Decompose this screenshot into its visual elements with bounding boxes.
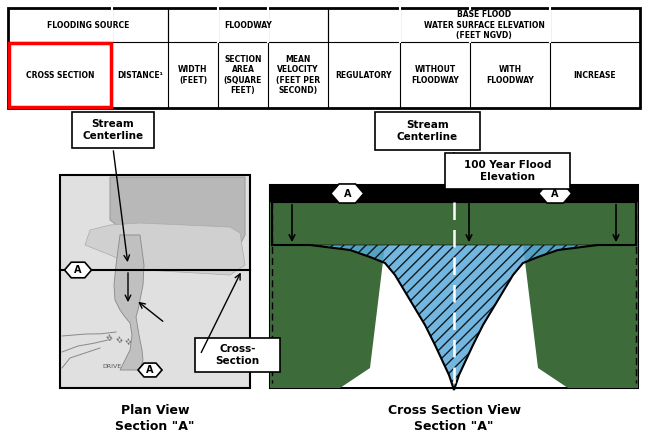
Text: REGULATORY: REGULATORY bbox=[336, 70, 392, 79]
Text: DRIVE: DRIVE bbox=[103, 363, 122, 369]
Text: WITH
FLOODWAY: WITH FLOODWAY bbox=[486, 65, 534, 85]
Bar bbox=[72, 112, 154, 148]
Text: A: A bbox=[146, 365, 154, 375]
Text: 15: 15 bbox=[103, 333, 112, 343]
Polygon shape bbox=[110, 177, 245, 255]
Bar bbox=[270, 185, 638, 388]
Polygon shape bbox=[523, 202, 638, 388]
Text: FLOODING SOURCE: FLOODING SOURCE bbox=[47, 21, 129, 30]
Polygon shape bbox=[85, 223, 245, 275]
Text: WIDTH
(FEET): WIDTH (FEET) bbox=[178, 65, 208, 85]
Text: Stream
Centerline: Stream Centerline bbox=[83, 119, 144, 141]
Bar bbox=[195, 338, 280, 372]
Polygon shape bbox=[272, 245, 636, 390]
Text: 11: 11 bbox=[123, 337, 131, 347]
Polygon shape bbox=[331, 184, 364, 203]
Text: Plan View
Section "A": Plan View Section "A" bbox=[115, 404, 195, 432]
Bar bbox=[8, 8, 640, 108]
Bar bbox=[271, 245, 637, 387]
Text: Cross-
Section: Cross- Section bbox=[215, 344, 259, 366]
Text: 13: 13 bbox=[114, 336, 122, 345]
Text: BASE FLOOD
WATER SURFACE ELEVATION
(FEET NGVD): BASE FLOOD WATER SURFACE ELEVATION (FEET… bbox=[424, 10, 545, 40]
Text: A: A bbox=[74, 265, 82, 275]
Text: DISTANCE¹: DISTANCE¹ bbox=[117, 70, 163, 79]
Bar bbox=[9, 43, 111, 107]
Bar bbox=[270, 185, 638, 202]
Text: 100 Year Flood
Elevation: 100 Year Flood Elevation bbox=[463, 160, 551, 182]
Text: WITHOUT
FLOODWAY: WITHOUT FLOODWAY bbox=[411, 65, 459, 85]
Text: SECTION
AREA
(SQUARE
FEET): SECTION AREA (SQUARE FEET) bbox=[224, 56, 262, 95]
Text: CROSS SECTION: CROSS SECTION bbox=[26, 70, 94, 79]
Polygon shape bbox=[64, 262, 92, 278]
Bar bbox=[60, 175, 250, 388]
Text: FLOODWAY: FLOODWAY bbox=[224, 21, 272, 30]
Polygon shape bbox=[539, 184, 572, 203]
Text: Stream
Centerline: Stream Centerline bbox=[397, 120, 458, 142]
Text: INCREASE: INCREASE bbox=[574, 70, 616, 79]
Polygon shape bbox=[270, 202, 385, 388]
Polygon shape bbox=[138, 363, 162, 377]
Text: Cross Section View
Section "A": Cross Section View Section "A" bbox=[387, 404, 521, 432]
Bar bbox=[375, 112, 480, 150]
Text: A: A bbox=[551, 189, 559, 198]
Text: A: A bbox=[344, 189, 351, 198]
Text: MEAN
VELOCITY
(FEET PER
SECOND): MEAN VELOCITY (FEET PER SECOND) bbox=[276, 56, 320, 95]
Bar bbox=[445, 153, 570, 189]
Polygon shape bbox=[114, 235, 144, 370]
